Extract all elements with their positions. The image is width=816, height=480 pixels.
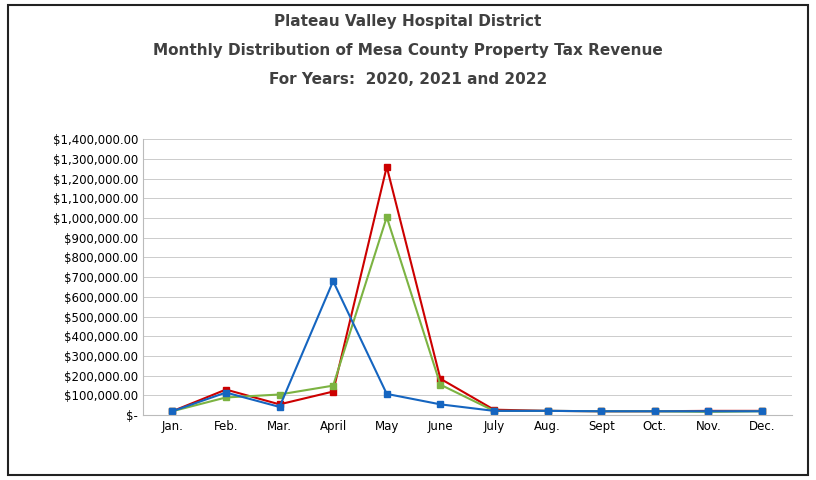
2021 — [703, 409, 713, 415]
2022 — [275, 404, 285, 410]
2020 — [221, 387, 231, 393]
Text: Plateau Valley Hospital District: Plateau Valley Hospital District — [274, 14, 542, 29]
2021 — [328, 383, 338, 388]
2020 — [489, 407, 499, 412]
2021 — [167, 408, 177, 414]
2021 — [489, 408, 499, 414]
2021 — [221, 395, 231, 400]
2022 — [596, 408, 606, 414]
Text: For Years:  2020, 2021 and 2022: For Years: 2020, 2021 and 2022 — [269, 72, 547, 87]
2020 — [650, 408, 659, 414]
2022 — [489, 408, 499, 414]
Line: 2022: 2022 — [169, 277, 765, 415]
2022 — [757, 408, 767, 414]
2020 — [382, 164, 392, 170]
2022 — [382, 391, 392, 397]
2022 — [650, 408, 659, 414]
2022 — [703, 408, 713, 414]
2021 — [596, 408, 606, 414]
2021 — [650, 408, 659, 414]
2020 — [167, 408, 177, 414]
Line: 2021: 2021 — [169, 214, 765, 415]
2020 — [275, 401, 285, 407]
2022 — [543, 408, 552, 414]
2020 — [328, 389, 338, 395]
Text: Monthly Distribution of Mesa County Property Tax Revenue: Monthly Distribution of Mesa County Prop… — [153, 43, 663, 58]
2022 — [436, 401, 446, 407]
2021 — [436, 382, 446, 387]
2022 — [221, 390, 231, 396]
2022 — [328, 278, 338, 284]
2022 — [167, 408, 177, 414]
2020 — [436, 376, 446, 382]
2020 — [757, 408, 767, 414]
2020 — [596, 408, 606, 414]
2020 — [543, 408, 552, 414]
2021 — [543, 408, 552, 414]
2021 — [757, 408, 767, 414]
2021 — [382, 214, 392, 220]
2021 — [275, 392, 285, 397]
2020 — [703, 408, 713, 414]
Line: 2020: 2020 — [169, 163, 765, 415]
